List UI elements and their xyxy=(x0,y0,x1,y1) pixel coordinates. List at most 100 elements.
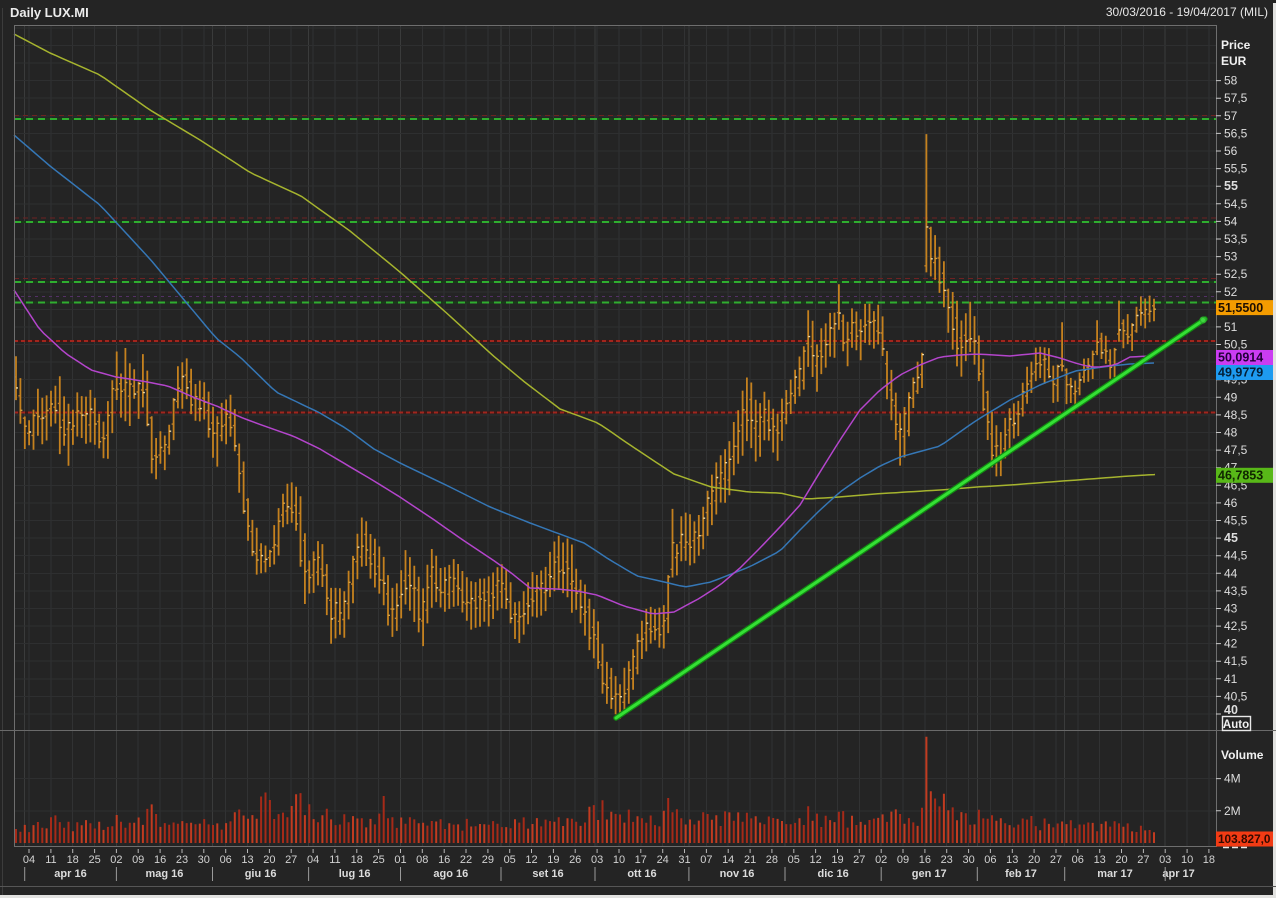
svg-text:Volume: Volume xyxy=(1221,748,1264,762)
svg-text:14: 14 xyxy=(722,854,734,866)
svg-text:26: 26 xyxy=(569,854,581,866)
svg-text:31: 31 xyxy=(678,854,690,866)
svg-text:10: 10 xyxy=(1181,854,1193,866)
svg-text:57,5: 57,5 xyxy=(1224,91,1248,105)
svg-text:EUR: EUR xyxy=(1221,54,1247,68)
svg-text:18: 18 xyxy=(1203,854,1215,866)
svg-text:58: 58 xyxy=(1224,74,1238,88)
svg-text:41,5: 41,5 xyxy=(1224,654,1248,668)
svg-text:20: 20 xyxy=(1115,854,1127,866)
svg-text:22: 22 xyxy=(460,854,472,866)
svg-text:set 16: set 16 xyxy=(532,868,563,880)
svg-text:lug 16: lug 16 xyxy=(339,868,371,880)
svg-text:12: 12 xyxy=(525,854,537,866)
svg-text:16: 16 xyxy=(154,854,166,866)
svg-text:gen 17: gen 17 xyxy=(912,868,947,880)
svg-text:53,5: 53,5 xyxy=(1224,232,1248,246)
svg-text:54,5: 54,5 xyxy=(1224,197,1248,211)
svg-text:16: 16 xyxy=(438,854,450,866)
svg-text:43,5: 43,5 xyxy=(1224,584,1248,598)
svg-text:18: 18 xyxy=(351,854,363,866)
svg-text:42,5: 42,5 xyxy=(1224,619,1248,633)
svg-text:27: 27 xyxy=(1137,854,1149,866)
svg-text:40: 40 xyxy=(1224,703,1238,717)
svg-text:25: 25 xyxy=(88,854,100,866)
svg-text:09: 09 xyxy=(897,854,909,866)
svg-text:48: 48 xyxy=(1224,426,1238,440)
svg-text:41: 41 xyxy=(1224,672,1238,686)
svg-text:103.827,0: 103.827,0 xyxy=(1218,832,1271,846)
svg-text:18: 18 xyxy=(67,854,79,866)
svg-text:09: 09 xyxy=(132,854,144,866)
svg-text:27: 27 xyxy=(853,854,865,866)
svg-text:53: 53 xyxy=(1224,250,1238,264)
svg-text:29: 29 xyxy=(482,854,494,866)
svg-text:27: 27 xyxy=(1050,854,1062,866)
svg-text:20: 20 xyxy=(263,854,275,866)
svg-text:40,5: 40,5 xyxy=(1224,689,1248,703)
svg-text:17: 17 xyxy=(635,854,647,866)
svg-text:Daily LUX.MI: Daily LUX.MI xyxy=(10,5,89,20)
svg-text:49,9779: 49,9779 xyxy=(1218,366,1263,380)
svg-text:43: 43 xyxy=(1224,602,1238,616)
svg-text:4M: 4M xyxy=(1224,772,1241,786)
svg-text:52: 52 xyxy=(1224,285,1238,299)
svg-text:13: 13 xyxy=(241,854,253,866)
svg-text:12: 12 xyxy=(809,854,821,866)
svg-text:2M: 2M xyxy=(1224,804,1241,818)
svg-text:nov 16: nov 16 xyxy=(720,868,755,880)
svg-text:01: 01 xyxy=(394,854,406,866)
svg-text:25: 25 xyxy=(372,854,384,866)
svg-text:03: 03 xyxy=(1159,854,1171,866)
svg-text:mag 16: mag 16 xyxy=(145,868,183,880)
svg-text:45,5: 45,5 xyxy=(1224,514,1248,528)
svg-text:20: 20 xyxy=(1028,854,1040,866)
svg-text:05: 05 xyxy=(788,854,800,866)
svg-text:07: 07 xyxy=(700,854,712,866)
svg-text:Price: Price xyxy=(1221,38,1251,52)
svg-text:47,5: 47,5 xyxy=(1224,443,1248,457)
svg-text:54: 54 xyxy=(1224,214,1238,228)
svg-text:30: 30 xyxy=(198,854,210,866)
svg-text:30: 30 xyxy=(962,854,974,866)
svg-text:11: 11 xyxy=(329,854,340,866)
svg-text:02: 02 xyxy=(110,854,122,866)
svg-text:apr 17: apr 17 xyxy=(1162,868,1194,880)
svg-text:51: 51 xyxy=(1224,320,1238,334)
svg-text:13: 13 xyxy=(1094,854,1106,866)
svg-text:27: 27 xyxy=(285,854,297,866)
svg-text:55: 55 xyxy=(1224,179,1238,193)
svg-text:51,5500: 51,5500 xyxy=(1218,301,1263,315)
svg-text:46,7853: 46,7853 xyxy=(1218,469,1263,483)
svg-text:08: 08 xyxy=(416,854,428,866)
svg-text:21: 21 xyxy=(744,854,756,866)
svg-text:19: 19 xyxy=(831,854,843,866)
svg-text:50,0914: 50,0914 xyxy=(1218,351,1263,365)
svg-text:28: 28 xyxy=(766,854,778,866)
svg-text:49: 49 xyxy=(1224,390,1238,404)
svg-text:30/03/2016 - 19/04/2017 (MIL): 30/03/2016 - 19/04/2017 (MIL) xyxy=(1106,5,1268,19)
svg-text:45: 45 xyxy=(1224,531,1238,545)
svg-text:04: 04 xyxy=(23,854,35,866)
svg-text:04: 04 xyxy=(307,854,319,866)
svg-text:06: 06 xyxy=(1072,854,1084,866)
svg-text:52,5: 52,5 xyxy=(1224,267,1248,281)
svg-text:apr 16: apr 16 xyxy=(54,868,86,880)
svg-text:56: 56 xyxy=(1224,144,1238,158)
svg-text:ott 16: ott 16 xyxy=(627,868,656,880)
svg-text:mar 17: mar 17 xyxy=(1097,868,1132,880)
svg-text:16: 16 xyxy=(919,854,931,866)
svg-text:42: 42 xyxy=(1224,637,1238,651)
svg-text:56,5: 56,5 xyxy=(1224,126,1248,140)
svg-text:13: 13 xyxy=(1006,854,1018,866)
svg-text:dic 16: dic 16 xyxy=(818,868,849,880)
svg-text:50,5: 50,5 xyxy=(1224,338,1248,352)
svg-text:57: 57 xyxy=(1224,109,1238,123)
svg-text:feb 17: feb 17 xyxy=(1005,868,1037,880)
svg-text:48,5: 48,5 xyxy=(1224,408,1248,422)
svg-text:44,5: 44,5 xyxy=(1224,549,1248,563)
svg-text:Auto: Auto xyxy=(1223,719,1249,731)
svg-text:10: 10 xyxy=(613,854,625,866)
svg-text:ago 16: ago 16 xyxy=(433,868,468,880)
svg-text:06: 06 xyxy=(984,854,996,866)
